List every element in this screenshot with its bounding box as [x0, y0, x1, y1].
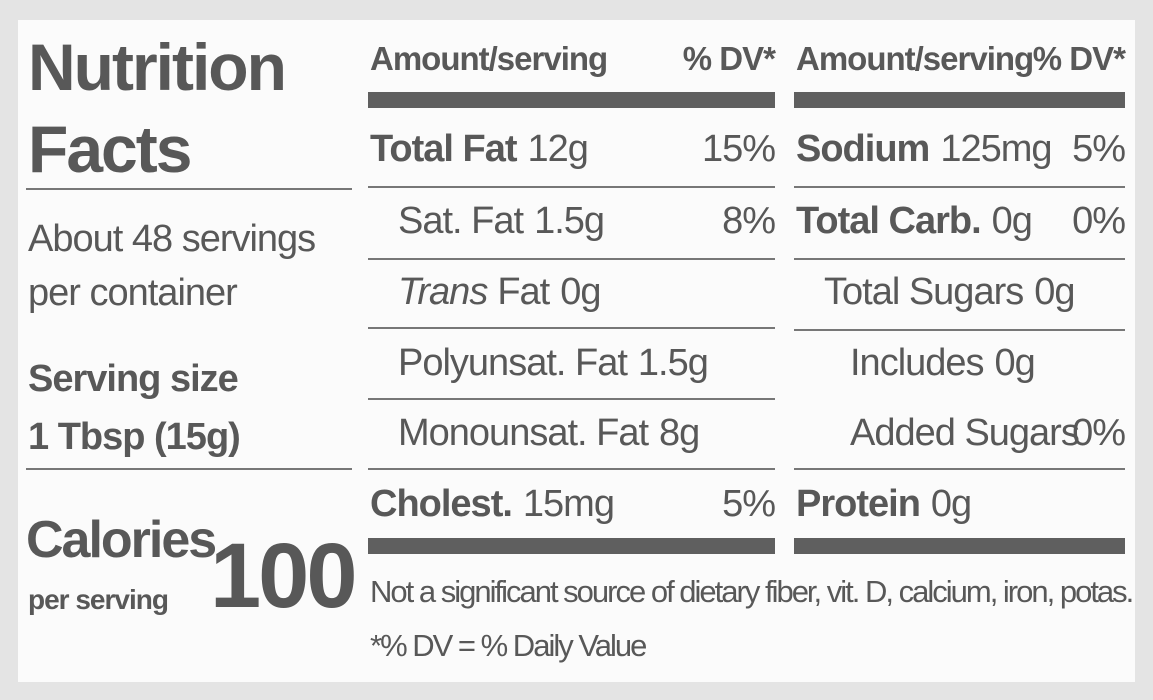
nutrient-amount: 1.5g: [534, 200, 605, 242]
nutrient-name: Trans: [398, 271, 488, 313]
thick-rule: [794, 538, 1125, 554]
nutrient-row: Cholest. 15mg: [370, 483, 615, 525]
servings: per container: [28, 272, 238, 314]
nutrition-label: Nutrition Facts About 48 servings per co…: [18, 20, 1135, 682]
nutrient-row: Polyunsat. Fat 1.5g: [398, 342, 709, 384]
nutrient-name: Fat: [497, 271, 550, 313]
nutrient-amount: 0g: [994, 342, 1036, 384]
nutrient-amount: 1.5g: [637, 342, 709, 384]
nutrient-name: Total Carb.: [796, 200, 982, 242]
nutrient-name: Includes: [850, 342, 985, 384]
nutrient-name: Monounsat. Fat: [398, 412, 649, 454]
nutrient-amount: 0g: [1034, 271, 1075, 313]
rule: [368, 468, 775, 470]
rule: [794, 186, 1125, 188]
rule: [368, 186, 775, 188]
rule: [794, 258, 1125, 260]
nutrient-row: Monounsat. Fat 8g: [398, 412, 700, 454]
column-header: % DV*: [682, 40, 776, 77]
rule: [794, 329, 1125, 331]
nutrient-amount: 15mg: [522, 483, 615, 525]
column-header: % DV*: [1032, 40, 1126, 77]
rule: [368, 258, 775, 260]
nutrient-amount: 0g: [930, 483, 972, 525]
title: Nutrition: [28, 30, 287, 104]
nutrient-name: Protein: [796, 483, 921, 525]
nutrient-row: Protein 0g: [796, 483, 972, 525]
nutrient-name: Total Fat: [370, 128, 518, 170]
thick-rule: [794, 92, 1125, 108]
nutrient-row: Total Sugars 0g: [824, 271, 1076, 313]
footnote: Not a significant source of dietary fibe…: [370, 574, 1134, 609]
nutrient-name: Cholest.: [370, 483, 513, 525]
calories-label: Calories: [26, 511, 217, 569]
nutrient-amount: 8g: [659, 412, 700, 454]
thick-rule: [368, 538, 775, 554]
nutrient-dv: 0%: [1072, 200, 1126, 242]
calories-sublabel: per serving: [28, 584, 169, 615]
rule: [368, 398, 775, 400]
nutrient-amount: 0g: [560, 271, 601, 313]
nutrient-row: Total Fat 12g: [370, 128, 589, 170]
nutrient-amount: 12g: [527, 128, 589, 170]
nutrient-name: Polyunsat. Fat: [398, 342, 628, 384]
nutrient-row: Includes 0g: [850, 342, 1036, 384]
serving-size-label: Serving size: [28, 358, 239, 400]
nutrient-row: Sodium 125mg: [796, 128, 1053, 170]
column-header: Amount/serving: [370, 40, 608, 77]
nutrient-dv: 0%: [1072, 412, 1126, 454]
nutrient-name: Added Sugars: [850, 412, 1080, 454]
footnote: *% DV = % Daily Value: [370, 628, 647, 663]
nutrient-amount: 125mg: [940, 128, 1052, 170]
title: Facts: [28, 112, 192, 186]
thick-rule: [368, 92, 775, 108]
nutrient-dv: 8%: [722, 200, 776, 242]
nutrient-dv: 15%: [701, 128, 776, 170]
nutrient-row: Total Carb. 0g: [796, 200, 1033, 242]
serving-size-value: 1 Tbsp (15g): [28, 416, 241, 458]
rule: [26, 188, 352, 190]
calories-value: 100: [210, 525, 357, 627]
nutrient-dv: 5%: [1072, 128, 1126, 170]
nutrient-row: Added Sugars: [850, 412, 1080, 454]
rule: [794, 468, 1125, 470]
servings: About 48 servings: [28, 218, 316, 260]
nutrient-name: Total Sugars: [824, 271, 1024, 313]
nutrient-row: Sat. Fat 1.5g: [398, 200, 605, 242]
rule: [368, 327, 775, 329]
nutrient-row: Trans Fat 0g: [398, 271, 602, 313]
nutrient-name: Sat. Fat: [398, 200, 524, 242]
rule: [26, 468, 352, 470]
column-header: Amount/serving: [796, 40, 1034, 77]
nutrient-name: Sodium: [796, 128, 930, 170]
nutrient-amount: 0g: [991, 200, 1033, 242]
nutrient-dv: 5%: [722, 483, 776, 525]
